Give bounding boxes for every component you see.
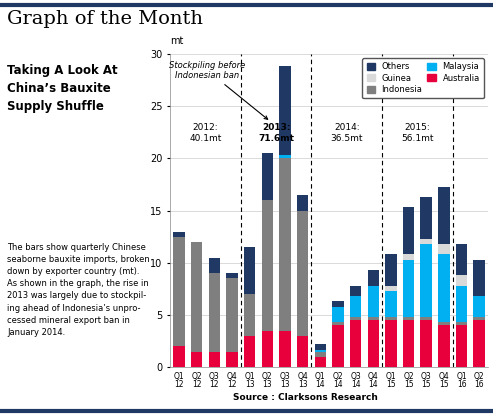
Bar [261, 200, 273, 331]
Bar [473, 296, 485, 317]
Bar [173, 347, 185, 367]
Bar [438, 322, 450, 325]
Bar [332, 301, 344, 307]
Bar [438, 244, 450, 254]
Bar [332, 325, 344, 367]
Bar [367, 317, 379, 320]
Bar [332, 307, 344, 322]
Text: mt: mt [170, 36, 183, 46]
Bar [385, 320, 397, 367]
Bar [385, 286, 397, 291]
Bar [403, 260, 414, 317]
Text: Taking A Look At
China’s Bauxite
Supply Shuffle: Taking A Look At China’s Bauxite Supply … [7, 64, 118, 113]
Bar [438, 254, 450, 322]
Bar [315, 352, 326, 357]
Bar [279, 66, 291, 155]
Legend: Others, Guinea, Indonesia, Malaysia, Australia: Others, Guinea, Indonesia, Malaysia, Aus… [362, 58, 484, 98]
Bar [403, 254, 414, 260]
Bar [315, 344, 326, 349]
Bar [367, 320, 379, 367]
Bar [209, 352, 220, 367]
Bar [385, 317, 397, 320]
Bar [261, 331, 273, 367]
Bar [456, 244, 467, 276]
Bar [297, 336, 308, 367]
Text: 2015:
56.1mt: 2015: 56.1mt [401, 123, 434, 143]
Bar [226, 273, 238, 278]
Bar [332, 322, 344, 325]
Bar [350, 317, 361, 320]
Bar [385, 254, 397, 286]
Bar [226, 278, 238, 352]
Bar [473, 320, 485, 367]
Bar [421, 320, 432, 367]
Bar [421, 239, 432, 244]
Bar [261, 153, 273, 200]
Bar [385, 291, 397, 317]
Bar [350, 286, 361, 296]
Text: Graph of the Month: Graph of the Month [7, 10, 204, 28]
Text: Source : Clarksons Research: Source : Clarksons Research [233, 393, 378, 402]
Bar [473, 317, 485, 320]
Bar [367, 286, 379, 317]
Bar [473, 260, 485, 296]
Bar [315, 357, 326, 367]
Bar [173, 237, 185, 347]
Bar [350, 320, 361, 367]
Bar [438, 325, 450, 367]
Bar [315, 349, 326, 352]
Bar [209, 258, 220, 273]
Bar [226, 352, 238, 367]
Text: Stockpiling before
Indonesian ban: Stockpiling before Indonesian ban [169, 61, 268, 119]
Bar [456, 325, 467, 367]
Text: 2013:
71.6mt: 2013: 71.6mt [258, 123, 294, 143]
Bar [438, 187, 450, 244]
Bar [173, 232, 185, 237]
Bar [456, 276, 467, 286]
Bar [209, 273, 220, 352]
Bar [297, 195, 308, 210]
Bar [421, 244, 432, 317]
Bar [367, 270, 379, 286]
Bar [350, 296, 361, 317]
Bar [456, 286, 467, 322]
Bar [244, 336, 255, 367]
Bar [421, 317, 432, 320]
Text: The bars show quarterly Chinese
seaborne bauxite imports, broken
down by exporte: The bars show quarterly Chinese seaborne… [7, 243, 150, 337]
Bar [244, 294, 255, 336]
Bar [244, 247, 255, 294]
Bar [403, 208, 414, 254]
Text: 2012:
40.1mt: 2012: 40.1mt [189, 123, 222, 143]
Text: 2014:
36.5mt: 2014: 36.5mt [330, 123, 363, 143]
Bar [279, 159, 291, 331]
Bar [191, 242, 202, 352]
Bar [403, 320, 414, 367]
Bar [279, 155, 291, 159]
Bar [456, 322, 467, 325]
Bar [297, 211, 308, 336]
Bar [421, 197, 432, 239]
Bar [191, 352, 202, 367]
Bar [279, 331, 291, 367]
Bar [403, 317, 414, 320]
